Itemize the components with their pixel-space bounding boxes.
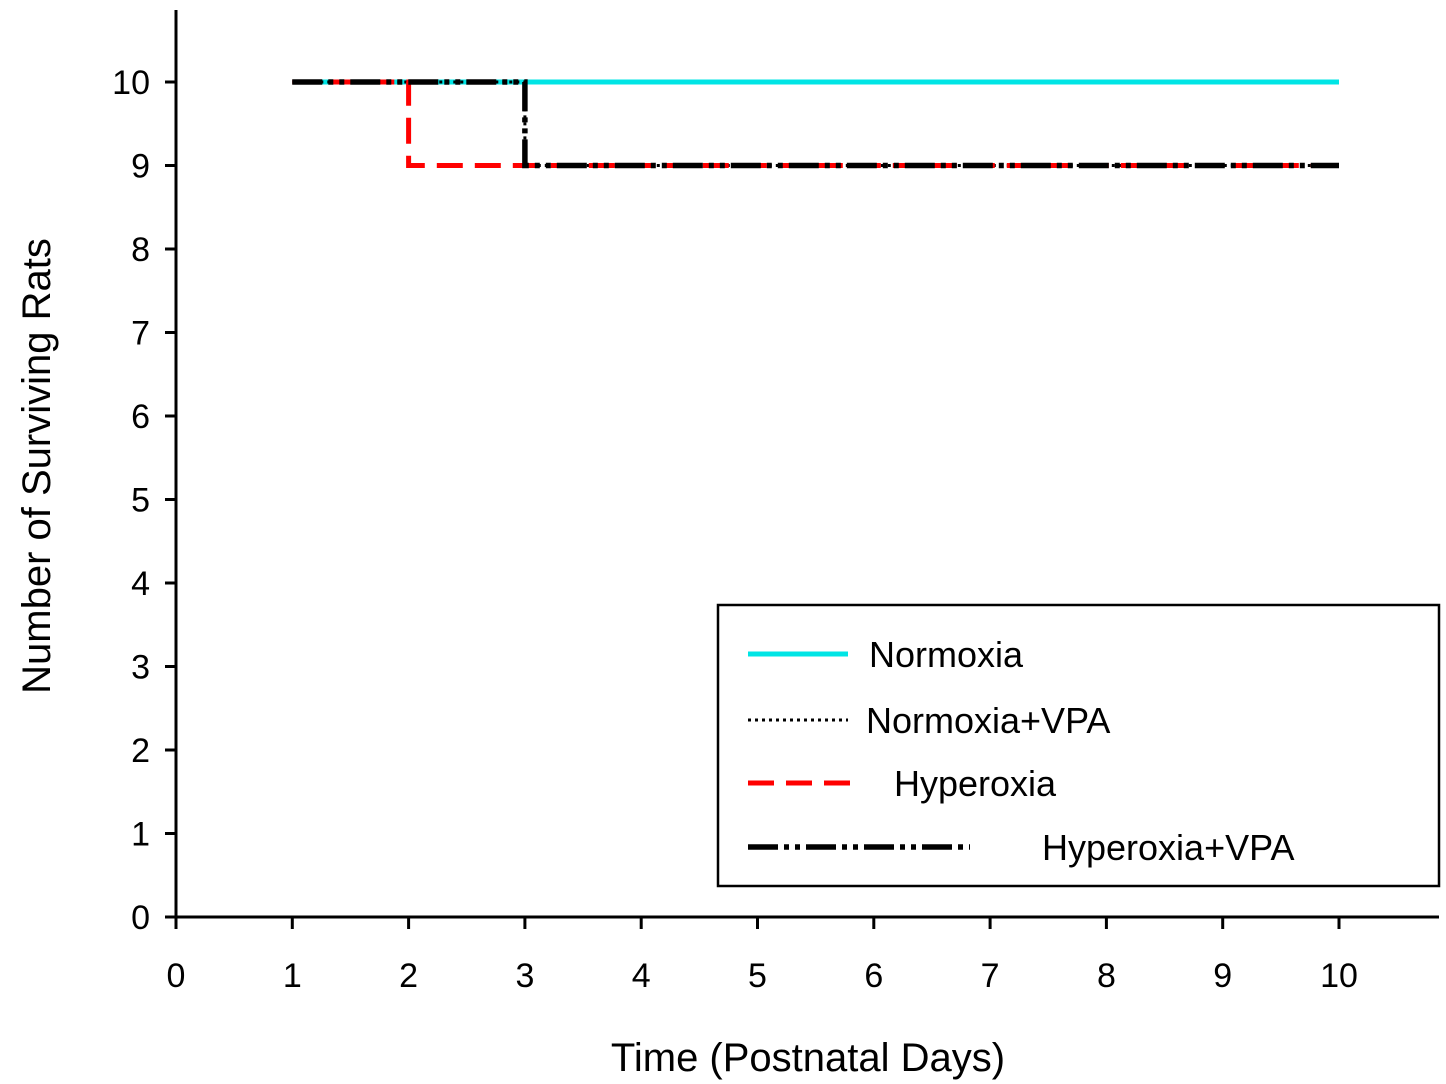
plot-area: 0 1 2 3 4 5 6 7 8 9 10 0 1 2 3 4 5 6 7 8 9 10 xyxy=(112,10,1439,995)
series-line-hyperoxia xyxy=(292,79,1339,168)
x-tick-label: 3 xyxy=(515,957,534,995)
y-tick-label: 7 xyxy=(131,315,150,353)
x-tick-label: 10 xyxy=(1320,957,1358,995)
x-tick-label: 4 xyxy=(632,957,651,995)
y-ticks: 0 1 2 3 4 5 6 7 8 9 10 xyxy=(112,64,176,937)
legend-label: Normoxia xyxy=(869,634,1024,675)
x-tick-label: 5 xyxy=(748,957,767,995)
x-tick-label: 0 xyxy=(167,957,186,995)
series-line-hyperoxia-vpa xyxy=(292,79,1339,169)
legend-items: Normoxia Normoxia+VPA Hyperoxia Hyperoxia+V… xyxy=(748,634,1294,868)
y-tick-label: 5 xyxy=(131,482,150,520)
y-tick-label: 0 xyxy=(131,899,150,937)
series-layer xyxy=(292,79,1339,169)
y-tick-label: 4 xyxy=(131,565,150,603)
x-tick-label: 6 xyxy=(864,957,883,995)
y-axis-title: Number of Surviving Rats xyxy=(15,238,59,694)
x-axis-title: Time (Postnatal Days) xyxy=(611,1036,1005,1080)
y-tick-label: 6 xyxy=(131,398,150,436)
x-ticks: 0 1 2 3 4 5 6 7 8 9 10 xyxy=(167,917,1358,995)
x-tick-label: 8 xyxy=(1097,957,1116,995)
y-tick-label: 2 xyxy=(131,732,150,770)
y-tick-label: 8 xyxy=(131,231,150,269)
x-tick-label: 9 xyxy=(1213,957,1232,995)
y-tick-label: 1 xyxy=(131,816,150,854)
y-tick-label: 10 xyxy=(112,64,150,102)
legend-label: Hyperoxia xyxy=(894,763,1057,804)
y-tick-label: 3 xyxy=(131,649,150,687)
x-tick-label: 1 xyxy=(283,957,302,995)
y-tick-label: 9 xyxy=(131,148,150,186)
x-tick-label: 7 xyxy=(981,957,1000,995)
legend-label: Normoxia+VPA xyxy=(866,700,1110,741)
legend-label: Hyperoxia+VPA xyxy=(1042,827,1294,868)
legend: Normoxia Normoxia+VPA Hyperoxia Hyperoxia+V… xyxy=(716,603,1441,888)
series-line-normoxia-vpa xyxy=(292,80,1339,167)
x-tick-label: 2 xyxy=(399,957,418,995)
